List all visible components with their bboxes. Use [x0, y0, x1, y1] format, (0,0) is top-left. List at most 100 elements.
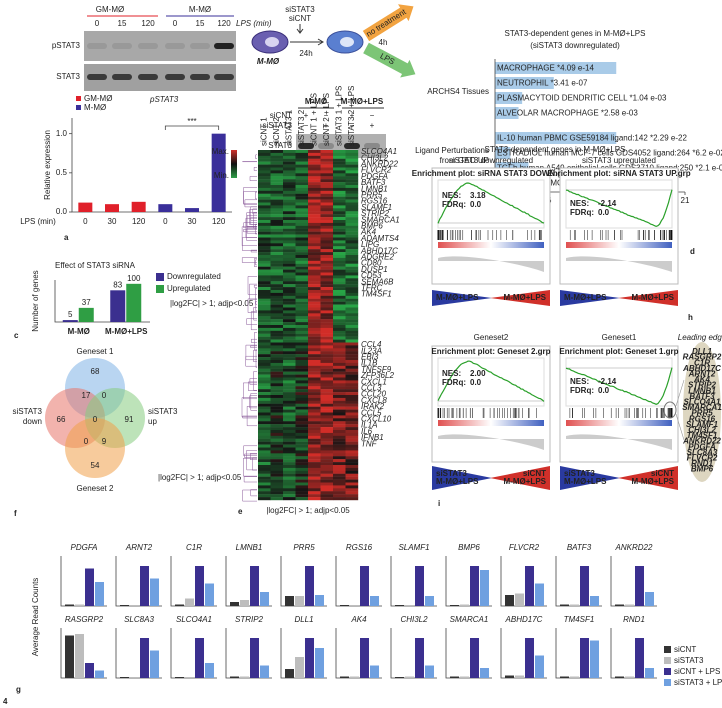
blot-group: GM-MØ — [96, 5, 124, 14]
heatmap-cell — [295, 351, 309, 355]
heatmap-cell — [345, 415, 359, 419]
note: |log2FC| > 1; adjp<0.05 — [158, 473, 242, 482]
heatmap-cell — [258, 158, 271, 162]
panel-title: SMARCA1 — [450, 615, 489, 624]
heatmap-cell — [308, 205, 321, 209]
heatmap-cell — [308, 479, 321, 483]
heatmap-cell — [320, 150, 334, 154]
heatmap-cell — [270, 266, 284, 270]
heatmap-cell — [258, 362, 271, 367]
heatmap-cell — [320, 333, 334, 337]
heatmap-cell — [295, 161, 309, 165]
leading-edge-gene: C1R — [694, 358, 710, 367]
band-label: pSTAT3 — [52, 41, 81, 50]
heatmap-cell — [320, 473, 334, 477]
heatmap-cell — [308, 418, 321, 422]
heatmap-cell — [295, 403, 309, 407]
heatmap-cell — [345, 459, 359, 463]
fdr-label: FDRq: — [570, 208, 594, 217]
heatmap-cell — [320, 357, 334, 361]
heatmap-cell — [308, 287, 321, 291]
bar — [295, 596, 304, 606]
panel-title: BMP6 — [458, 543, 480, 552]
x-tick-label: 0 — [83, 217, 88, 226]
heatmap-cell — [333, 185, 346, 189]
heatmap-cell — [345, 421, 359, 425]
blot-group: M-MØ+LPS — [341, 97, 384, 106]
heatmap-cell — [333, 278, 346, 282]
heatmap-cell — [333, 418, 346, 422]
gene-label: CCL5 — [361, 408, 382, 417]
bar — [205, 583, 214, 606]
heatmap-cell — [308, 158, 321, 162]
heatmap-cell — [333, 208, 346, 212]
heatmap-cell — [258, 240, 271, 244]
panel-title: SLC8A3 — [124, 615, 154, 624]
heatmap-cell — [258, 447, 271, 451]
heatmap-cell — [345, 211, 359, 215]
heatmap-cell — [258, 345, 271, 349]
heatmap-cell — [308, 243, 321, 247]
heatmap-cell — [283, 421, 296, 425]
chart-subtitle: (siSTAT3 downregulated) — [530, 41, 620, 50]
treatment: siSTAT3 — [285, 5, 315, 14]
heatmap-cell — [258, 193, 271, 197]
lane-label: 120 — [141, 19, 155, 28]
heatmap-cell — [308, 182, 321, 186]
heatmap-cell — [283, 275, 296, 279]
heatmap-cell — [320, 418, 334, 422]
heatmap-cell — [270, 354, 284, 358]
rank-bar — [566, 242, 672, 248]
heatmap-cell — [345, 193, 359, 197]
heatmap-cell — [295, 397, 309, 402]
heatmap-cell — [270, 290, 284, 294]
heatmap-cell — [283, 453, 296, 457]
heatmap-cell — [258, 497, 271, 501]
subtitle: siSTAT3 upregulated — [582, 156, 656, 165]
legend-swatch — [664, 679, 671, 686]
heatmap-cell — [345, 173, 359, 177]
heatmap-cell — [308, 322, 321, 326]
bar — [570, 604, 579, 606]
heatmap-cell — [333, 354, 346, 358]
heatmap-cell — [283, 185, 296, 189]
heatmap-cell — [258, 252, 271, 256]
phenotype-left — [432, 466, 492, 490]
heatmap-cell — [320, 360, 334, 364]
heatmap-cell — [345, 325, 359, 329]
heatmap-cell — [283, 225, 296, 229]
heatmap-cell — [345, 266, 359, 270]
heatmap-cell — [295, 482, 309, 486]
arrow — [290, 38, 324, 46]
heatmap-cell — [295, 418, 309, 422]
fdr-value: 0.0 — [598, 208, 610, 217]
heatmap-cell — [333, 412, 346, 416]
heatmap-cell — [308, 281, 321, 285]
heatmap-cell — [333, 325, 346, 329]
x-tick-label: 21 — [681, 196, 690, 205]
heatmap-cell — [283, 243, 296, 247]
heatmap-cell — [333, 456, 346, 460]
heatmap-cell — [270, 497, 284, 501]
heatmap-cell — [345, 257, 359, 262]
heatmap-cell — [308, 453, 321, 457]
heatmap-cell — [308, 179, 321, 183]
heatmap-cell — [308, 336, 321, 340]
heatmap-cell — [320, 164, 334, 168]
heatmap-cell — [270, 243, 284, 247]
heatmap-cell — [345, 310, 359, 314]
lane-title: LPS (min) — [236, 19, 272, 28]
heatmap-cell — [295, 211, 309, 215]
heatmap-cell — [320, 260, 334, 264]
heatmap-cell — [258, 295, 271, 299]
heatmap-cell — [258, 176, 271, 180]
heatmap-cell — [333, 482, 346, 486]
heatmap-cell — [258, 435, 271, 439]
panel-title: RGS16 — [346, 543, 373, 552]
heatmap-cell — [270, 292, 284, 297]
heatmap-cell — [295, 199, 309, 203]
heatmap-cell — [333, 170, 346, 174]
heatmap-cell — [295, 354, 309, 358]
bar — [78, 202, 93, 212]
heatmap-cell — [320, 231, 334, 235]
